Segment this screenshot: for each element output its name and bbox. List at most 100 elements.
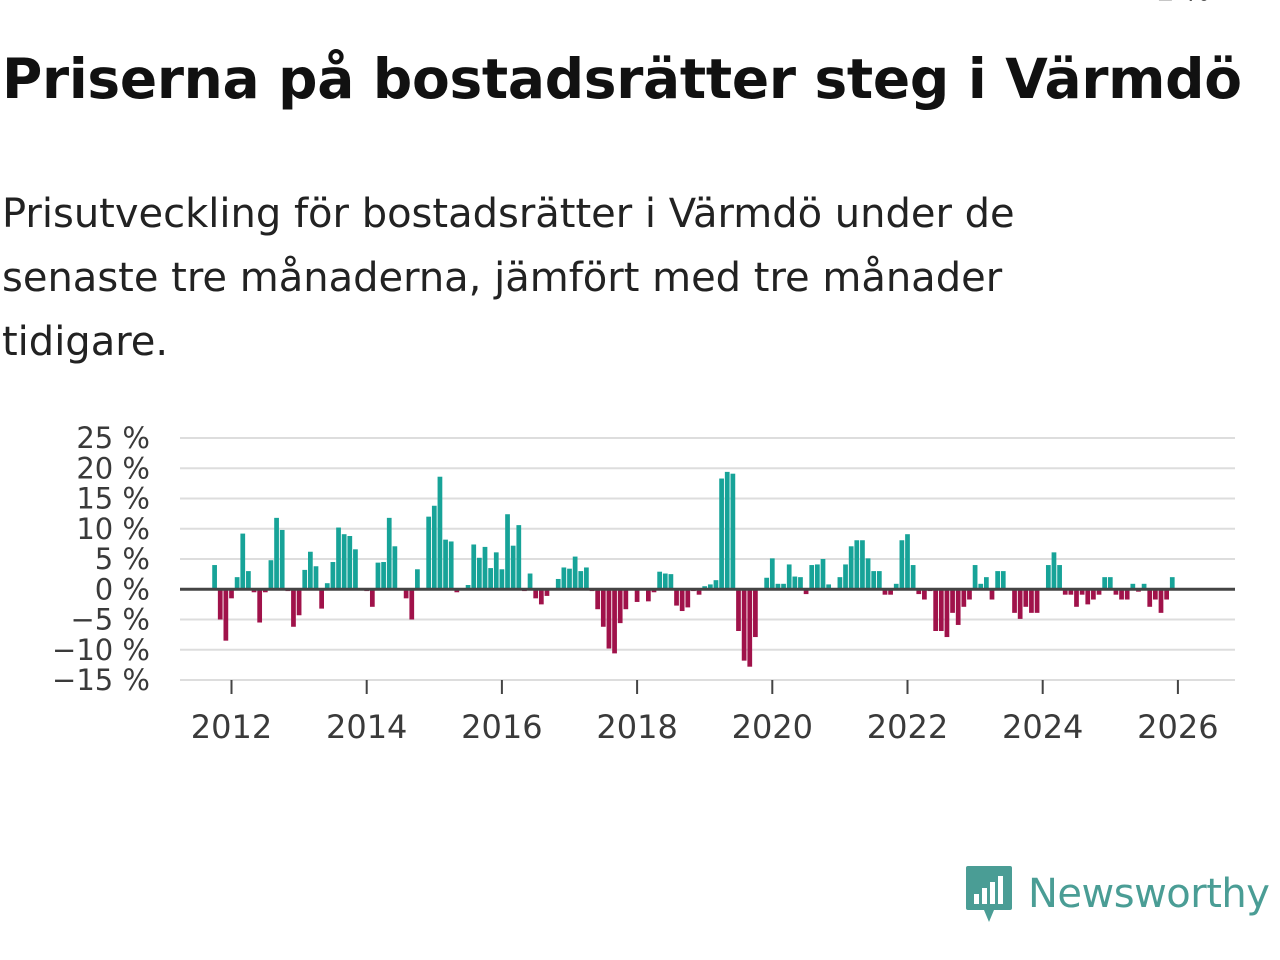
- bar-positive: [347, 536, 353, 590]
- bar-negative: [736, 589, 741, 631]
- y-tick-label: −15 %: [52, 663, 150, 697]
- bar-negative: [538, 589, 544, 605]
- x-tick-label: 2012: [191, 708, 272, 746]
- bar-negative: [1079, 589, 1085, 595]
- bar-positive: [837, 577, 843, 590]
- bar-negative: [1119, 589, 1124, 600]
- bar-positive: [505, 514, 510, 590]
- bar-negative: [1124, 589, 1130, 600]
- bar-negative: [696, 589, 702, 595]
- bar-negative: [1147, 589, 1153, 607]
- bar-negative: [1158, 589, 1164, 613]
- bar-negative: [646, 589, 651, 602]
- y-tick-label: 20 %: [76, 451, 150, 485]
- bar-negative: [291, 589, 296, 627]
- y-tick-label: 15 %: [76, 482, 150, 516]
- y-tick-label: 5 %: [95, 542, 150, 576]
- bar-positive: [815, 564, 820, 590]
- bar-positive: [279, 529, 285, 590]
- bar-positive: [437, 476, 443, 590]
- bar-negative: [961, 589, 967, 607]
- bar-positive: [240, 533, 246, 590]
- bar-positive: [1130, 583, 1136, 590]
- bar-positive: [268, 560, 274, 590]
- bar-positive: [798, 577, 803, 590]
- bar-positive: [324, 583, 330, 590]
- bar-negative: [403, 589, 409, 599]
- x-tick-label: 2014: [326, 708, 407, 746]
- bar-negative: [634, 589, 640, 602]
- bar-negative: [612, 589, 617, 654]
- bar-positive: [510, 545, 516, 590]
- bar-positive: [792, 576, 798, 590]
- newsworthy-logo: Newsworthy: [964, 864, 1270, 924]
- bar-positive: [769, 558, 775, 590]
- bar-positive: [527, 573, 533, 590]
- bar-negative: [888, 589, 893, 595]
- bar-negative: [623, 589, 629, 610]
- bar-negative: [938, 589, 944, 631]
- bar-positive: [775, 583, 781, 590]
- bar-negative: [674, 589, 679, 606]
- bar-negative: [606, 589, 612, 649]
- bar-positive: [392, 546, 398, 590]
- bar-positive: [477, 557, 482, 590]
- bar-positive: [899, 540, 905, 590]
- bar-negative: [319, 589, 324, 609]
- bar-positive: [330, 562, 336, 590]
- bar-positive: [820, 559, 826, 590]
- bar-negative: [544, 589, 550, 596]
- annotation-background: [1151, 0, 1216, 36]
- bar-negative: [1164, 589, 1169, 600]
- bar-positive: [465, 585, 471, 590]
- bar-negative: [1113, 589, 1119, 595]
- x-tick-label: 2024: [1002, 708, 1083, 746]
- bar-negative: [679, 589, 685, 612]
- bar-positive: [431, 505, 437, 590]
- bar-positive: [668, 574, 674, 590]
- bar-positive: [724, 471, 730, 590]
- bar-negative: [967, 589, 972, 600]
- bar-positive: [854, 540, 860, 590]
- bar-negative: [1074, 589, 1079, 607]
- bar-positive: [786, 564, 792, 590]
- x-tick-label: 2022: [867, 708, 948, 746]
- y-tick-label: 0 %: [95, 572, 150, 606]
- bar-positive: [375, 562, 381, 590]
- bar-positive: [826, 584, 831, 590]
- bar-positive: [1000, 571, 1006, 590]
- bar-positive: [1057, 565, 1062, 590]
- bar-positive: [488, 568, 493, 590]
- bar-negative: [1091, 589, 1096, 600]
- bar-positive: [426, 516, 432, 590]
- bar-negative: [989, 589, 995, 600]
- bar-negative: [251, 589, 257, 593]
- bar-chart: 25 %20 %15 %10 %5 %0 %−5 %−10 %−15 % 201…: [52, 0, 1235, 746]
- bar-negative: [1068, 589, 1074, 595]
- bar-negative: [296, 589, 302, 616]
- x-tick-label: 2020: [732, 708, 813, 746]
- y-tick-label: 10 %: [76, 512, 150, 546]
- bar-positive: [234, 577, 240, 590]
- annotation-group: 2 %: [1151, 0, 1216, 36]
- y-tick-label: 25 %: [76, 421, 150, 455]
- newsworthy-logo-text: Newsworthy: [1028, 871, 1270, 917]
- bar-series: [212, 471, 1175, 667]
- bar-positive: [865, 558, 871, 590]
- chart-title: Priserna på bostadsrätter steg i Värmdö: [2, 47, 1242, 111]
- y-axis: 25 %20 %15 %10 %5 %0 %−5 %−10 %−15 %: [52, 421, 150, 697]
- bar-negative: [922, 589, 927, 600]
- bar-positive: [561, 567, 567, 590]
- bar-negative: [533, 589, 539, 599]
- bar-positive: [584, 567, 589, 590]
- bar-positive: [1169, 577, 1175, 590]
- bar-positive: [336, 527, 341, 590]
- bar-positive: [713, 580, 719, 590]
- bar-positive: [871, 571, 877, 590]
- bar-negative: [1029, 589, 1034, 613]
- bar-positive: [448, 541, 454, 590]
- bar-positive: [978, 583, 984, 590]
- bar-negative: [454, 589, 460, 593]
- x-tick-label: 2026: [1137, 708, 1218, 746]
- bar-negative: [257, 589, 263, 623]
